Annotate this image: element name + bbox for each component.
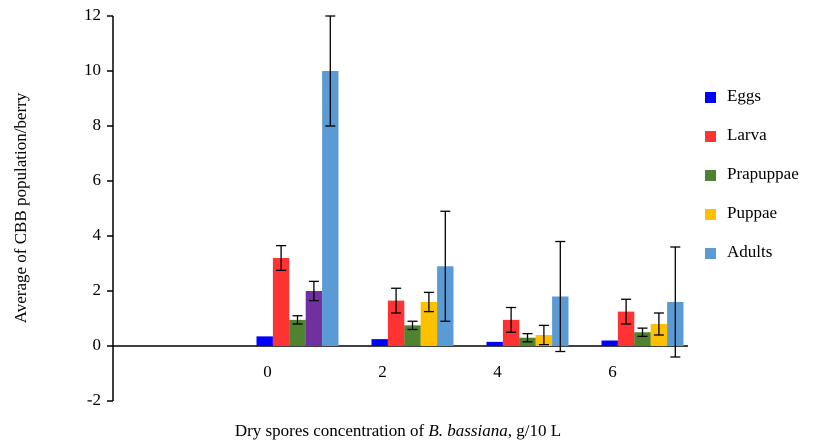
x-axis-label-part: , g/10 L — [508, 421, 561, 440]
x-axis-label: Dry spores concentration of B. bassiana,… — [235, 421, 561, 440]
legend-label: Prapuppae — [727, 164, 799, 183]
legend-label: Eggs — [727, 86, 761, 105]
bar — [256, 336, 273, 346]
y-tick-label: 0 — [93, 335, 102, 354]
x-tick-label: 0 — [263, 362, 272, 381]
x-axis-label-part: B. bassiana — [428, 421, 507, 440]
legend-label: Larva — [727, 125, 767, 144]
bar — [322, 71, 339, 346]
y-tick-label: 2 — [93, 280, 102, 299]
bar — [617, 311, 635, 346]
y-tick-label: 4 — [93, 225, 102, 244]
x-tick-label: 4 — [493, 362, 502, 381]
bar — [387, 300, 405, 346]
bar — [371, 339, 388, 346]
bar — [289, 319, 306, 346]
y-tick-label: 8 — [93, 115, 102, 134]
bar — [601, 340, 618, 346]
legend-label: Adults — [727, 242, 772, 261]
bar — [502, 319, 520, 346]
bar — [272, 258, 290, 346]
legend-swatch — [705, 131, 716, 142]
y-tick-label: 10 — [84, 60, 101, 79]
legend-label: Puppae — [727, 203, 777, 222]
bar — [634, 332, 651, 346]
x-tick-label: 6 — [608, 362, 617, 381]
y-tick-label: 6 — [93, 170, 102, 189]
y-axis-label: Average of CBB population/berry — [11, 92, 30, 323]
y-tick-label: -2 — [87, 390, 101, 409]
bar — [420, 302, 438, 346]
legend-swatch — [705, 92, 716, 103]
legend-swatch — [705, 170, 716, 181]
bar — [305, 291, 323, 346]
bar — [404, 325, 421, 346]
bar — [486, 341, 503, 346]
legend-swatch — [705, 209, 716, 220]
y-tick-label: 12 — [84, 5, 101, 24]
x-tick-label: 2 — [378, 362, 387, 381]
legend-swatch — [705, 248, 716, 259]
x-axis-label-part: Dry spores concentration of — [235, 421, 429, 440]
